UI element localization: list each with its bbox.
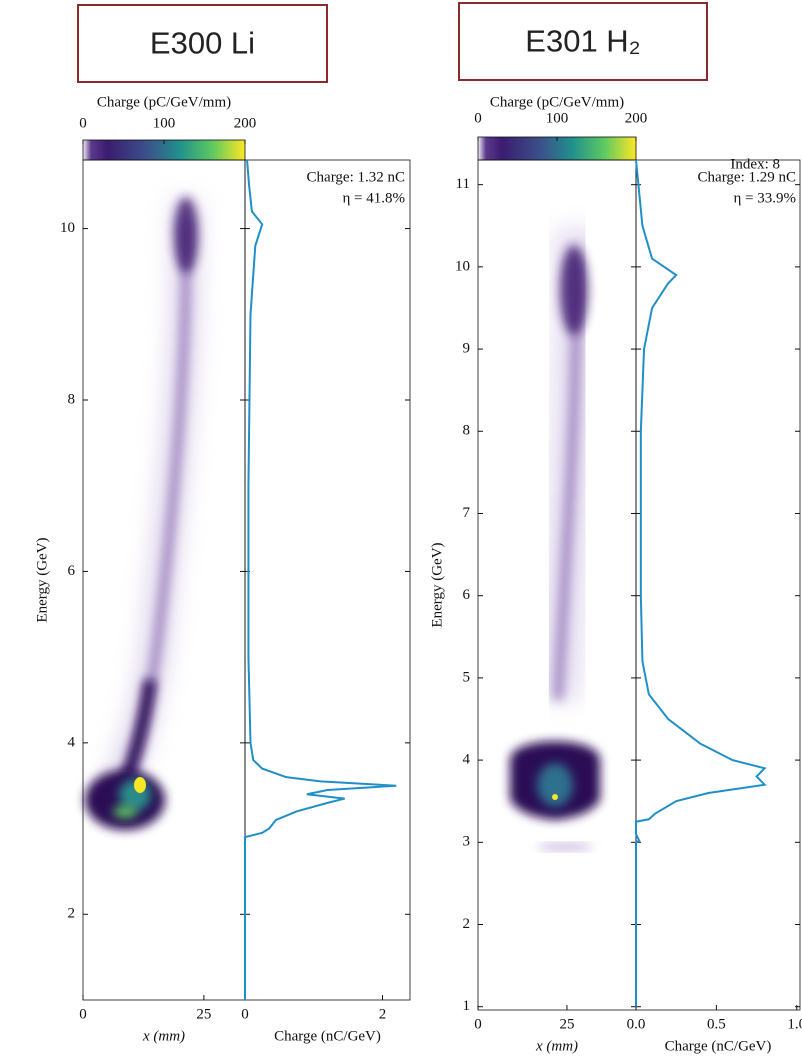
heatmap: [85, 197, 199, 830]
index-label: Index: 8: [730, 156, 780, 172]
colorbar-tick-label: 200: [234, 115, 257, 131]
y-tick-label: 10: [60, 220, 75, 236]
colorbar-tick-label: 0: [474, 110, 482, 126]
spectrum-axes: [244, 159, 411, 1001]
colorbar-title: Charge (pC/GeV/mm): [490, 94, 624, 110]
y-tick-label: 5: [463, 669, 471, 685]
x-tick-label: 25: [196, 1006, 211, 1022]
y-axis-label: Energy (GeV): [429, 542, 445, 627]
x-axis-label: x (mm): [535, 1038, 578, 1054]
colorbar-tick-label: 100: [546, 110, 569, 126]
y-tick-label: 4: [463, 752, 471, 768]
heatmap: [510, 229, 600, 850]
y-tick-label: 3: [463, 834, 471, 850]
y-tick-label: 10: [455, 258, 470, 274]
y-tick-label: 9: [463, 341, 471, 357]
y-tick-label: 8: [463, 423, 471, 439]
spectrum-line: [244, 159, 397, 1000]
y-tick-label: 4: [68, 734, 76, 750]
x-tick-label: 1.0: [787, 1016, 802, 1032]
spectrum-axes: [635, 159, 801, 1011]
y-tick-label: 2: [463, 916, 471, 932]
colorbar-tick-label: 200: [625, 110, 648, 126]
annotation: Charge: 1.32 nC: [307, 169, 405, 185]
x-tick-label: 0: [79, 1006, 87, 1022]
annotation: Charge: 1.29 nC: [698, 169, 796, 185]
x-tick-label: 25: [559, 1016, 574, 1032]
panel-label: E300 Li: [150, 26, 255, 61]
x-tick-label: 2: [379, 1006, 387, 1022]
y-tick-label: 7: [463, 505, 471, 521]
y-tick-label: 6: [68, 563, 76, 579]
y-tick-label: 6: [463, 587, 471, 603]
y-tick-label: 8: [68, 391, 76, 407]
panel-label: E301 H₂: [525, 24, 640, 59]
x-tick-label: 0: [474, 1016, 482, 1032]
x-axis-label: Charge (nC/GeV): [665, 1038, 772, 1054]
x-tick-label: 0.0: [627, 1016, 646, 1032]
annotation: η = 33.9%: [733, 190, 796, 206]
annotation: η = 41.8%: [342, 190, 405, 206]
x-tick-label: 0: [241, 1006, 249, 1022]
spectrum-line: [635, 159, 767, 1007]
y-tick-label: 11: [456, 176, 470, 192]
colorbar-title: Charge (pC/GeV/mm): [97, 94, 231, 110]
label-box: [458, 2, 708, 81]
label-box: [77, 4, 328, 83]
x-axis-label: x (mm): [142, 1028, 185, 1044]
x-tick-label: 0.5: [707, 1016, 726, 1032]
y-tick-label: 1: [463, 998, 471, 1014]
x-axis-label: Charge (nC/GeV): [274, 1028, 381, 1044]
colorbar-tick-label: 0: [79, 115, 87, 131]
colorbar-tick-label: 100: [153, 115, 176, 131]
y-tick-label: 2: [68, 906, 76, 922]
y-axis-label: Energy (GeV): [34, 537, 50, 622]
